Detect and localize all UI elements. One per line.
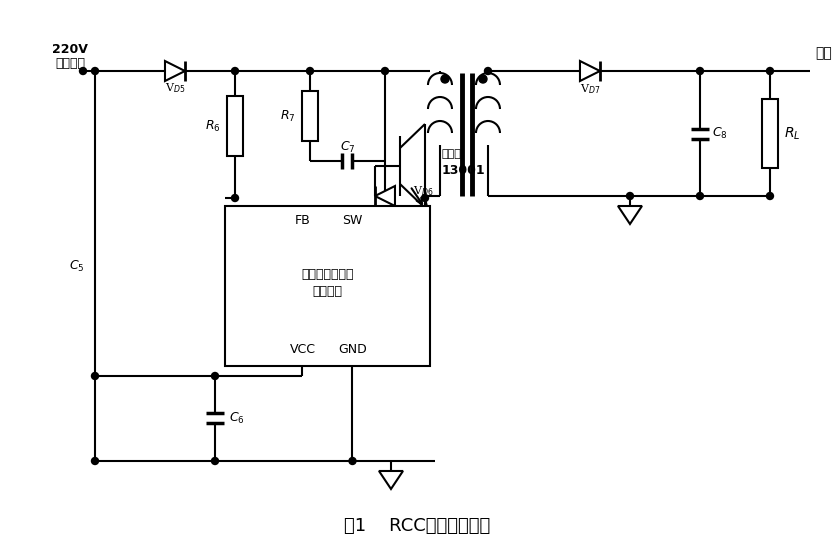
Circle shape xyxy=(485,68,491,74)
Text: $C_6$: $C_6$ xyxy=(229,411,245,426)
Circle shape xyxy=(441,75,449,83)
Polygon shape xyxy=(580,61,600,81)
Text: V$_{D7}$: V$_{D7}$ xyxy=(580,82,600,96)
Polygon shape xyxy=(375,186,395,206)
Bar xyxy=(302,91,318,141)
Text: 输出: 输出 xyxy=(815,46,831,60)
Polygon shape xyxy=(165,61,185,81)
Circle shape xyxy=(696,192,703,199)
Circle shape xyxy=(349,457,356,464)
Circle shape xyxy=(79,68,87,74)
Text: $C_8$: $C_8$ xyxy=(712,126,728,141)
Circle shape xyxy=(421,195,429,202)
Polygon shape xyxy=(618,206,642,224)
Text: FB: FB xyxy=(294,213,310,226)
Circle shape xyxy=(479,75,487,83)
Text: 220V: 220V xyxy=(52,42,88,56)
Circle shape xyxy=(232,68,239,74)
Text: GND: GND xyxy=(338,343,367,356)
Text: 图1    RCC典型应用电路: 图1 RCC典型应用电路 xyxy=(344,517,490,535)
Text: $C_5$: $C_5$ xyxy=(69,258,85,273)
Bar xyxy=(225,206,430,366)
Circle shape xyxy=(381,68,389,74)
Bar xyxy=(227,96,243,156)
Circle shape xyxy=(92,68,98,74)
Text: $R_7$: $R_7$ xyxy=(280,109,296,123)
Circle shape xyxy=(92,457,98,464)
Circle shape xyxy=(306,68,314,74)
Circle shape xyxy=(696,68,703,74)
Text: V$_{D6}$: V$_{D6}$ xyxy=(413,184,434,198)
Polygon shape xyxy=(379,471,403,489)
Text: 集成电路: 集成电路 xyxy=(313,285,343,299)
Text: $R_6$: $R_6$ xyxy=(205,118,221,133)
Text: 交流输入: 交流输入 xyxy=(55,57,85,69)
Bar xyxy=(762,99,778,168)
Text: 反激式开关电源: 反激式开关电源 xyxy=(301,267,354,280)
Text: $R_L$: $R_L$ xyxy=(784,125,800,142)
Circle shape xyxy=(626,192,634,199)
Text: VCC: VCC xyxy=(289,343,315,356)
Circle shape xyxy=(766,68,773,74)
Text: SW: SW xyxy=(342,213,363,226)
Circle shape xyxy=(212,457,219,464)
Circle shape xyxy=(92,372,98,380)
Circle shape xyxy=(766,192,773,199)
Text: V$_{D5}$: V$_{D5}$ xyxy=(165,81,185,95)
Text: 功率管: 功率管 xyxy=(442,149,462,159)
Circle shape xyxy=(212,372,219,380)
Circle shape xyxy=(232,195,239,202)
Text: $C_7$: $C_7$ xyxy=(339,139,355,154)
Text: 13001: 13001 xyxy=(442,164,485,176)
